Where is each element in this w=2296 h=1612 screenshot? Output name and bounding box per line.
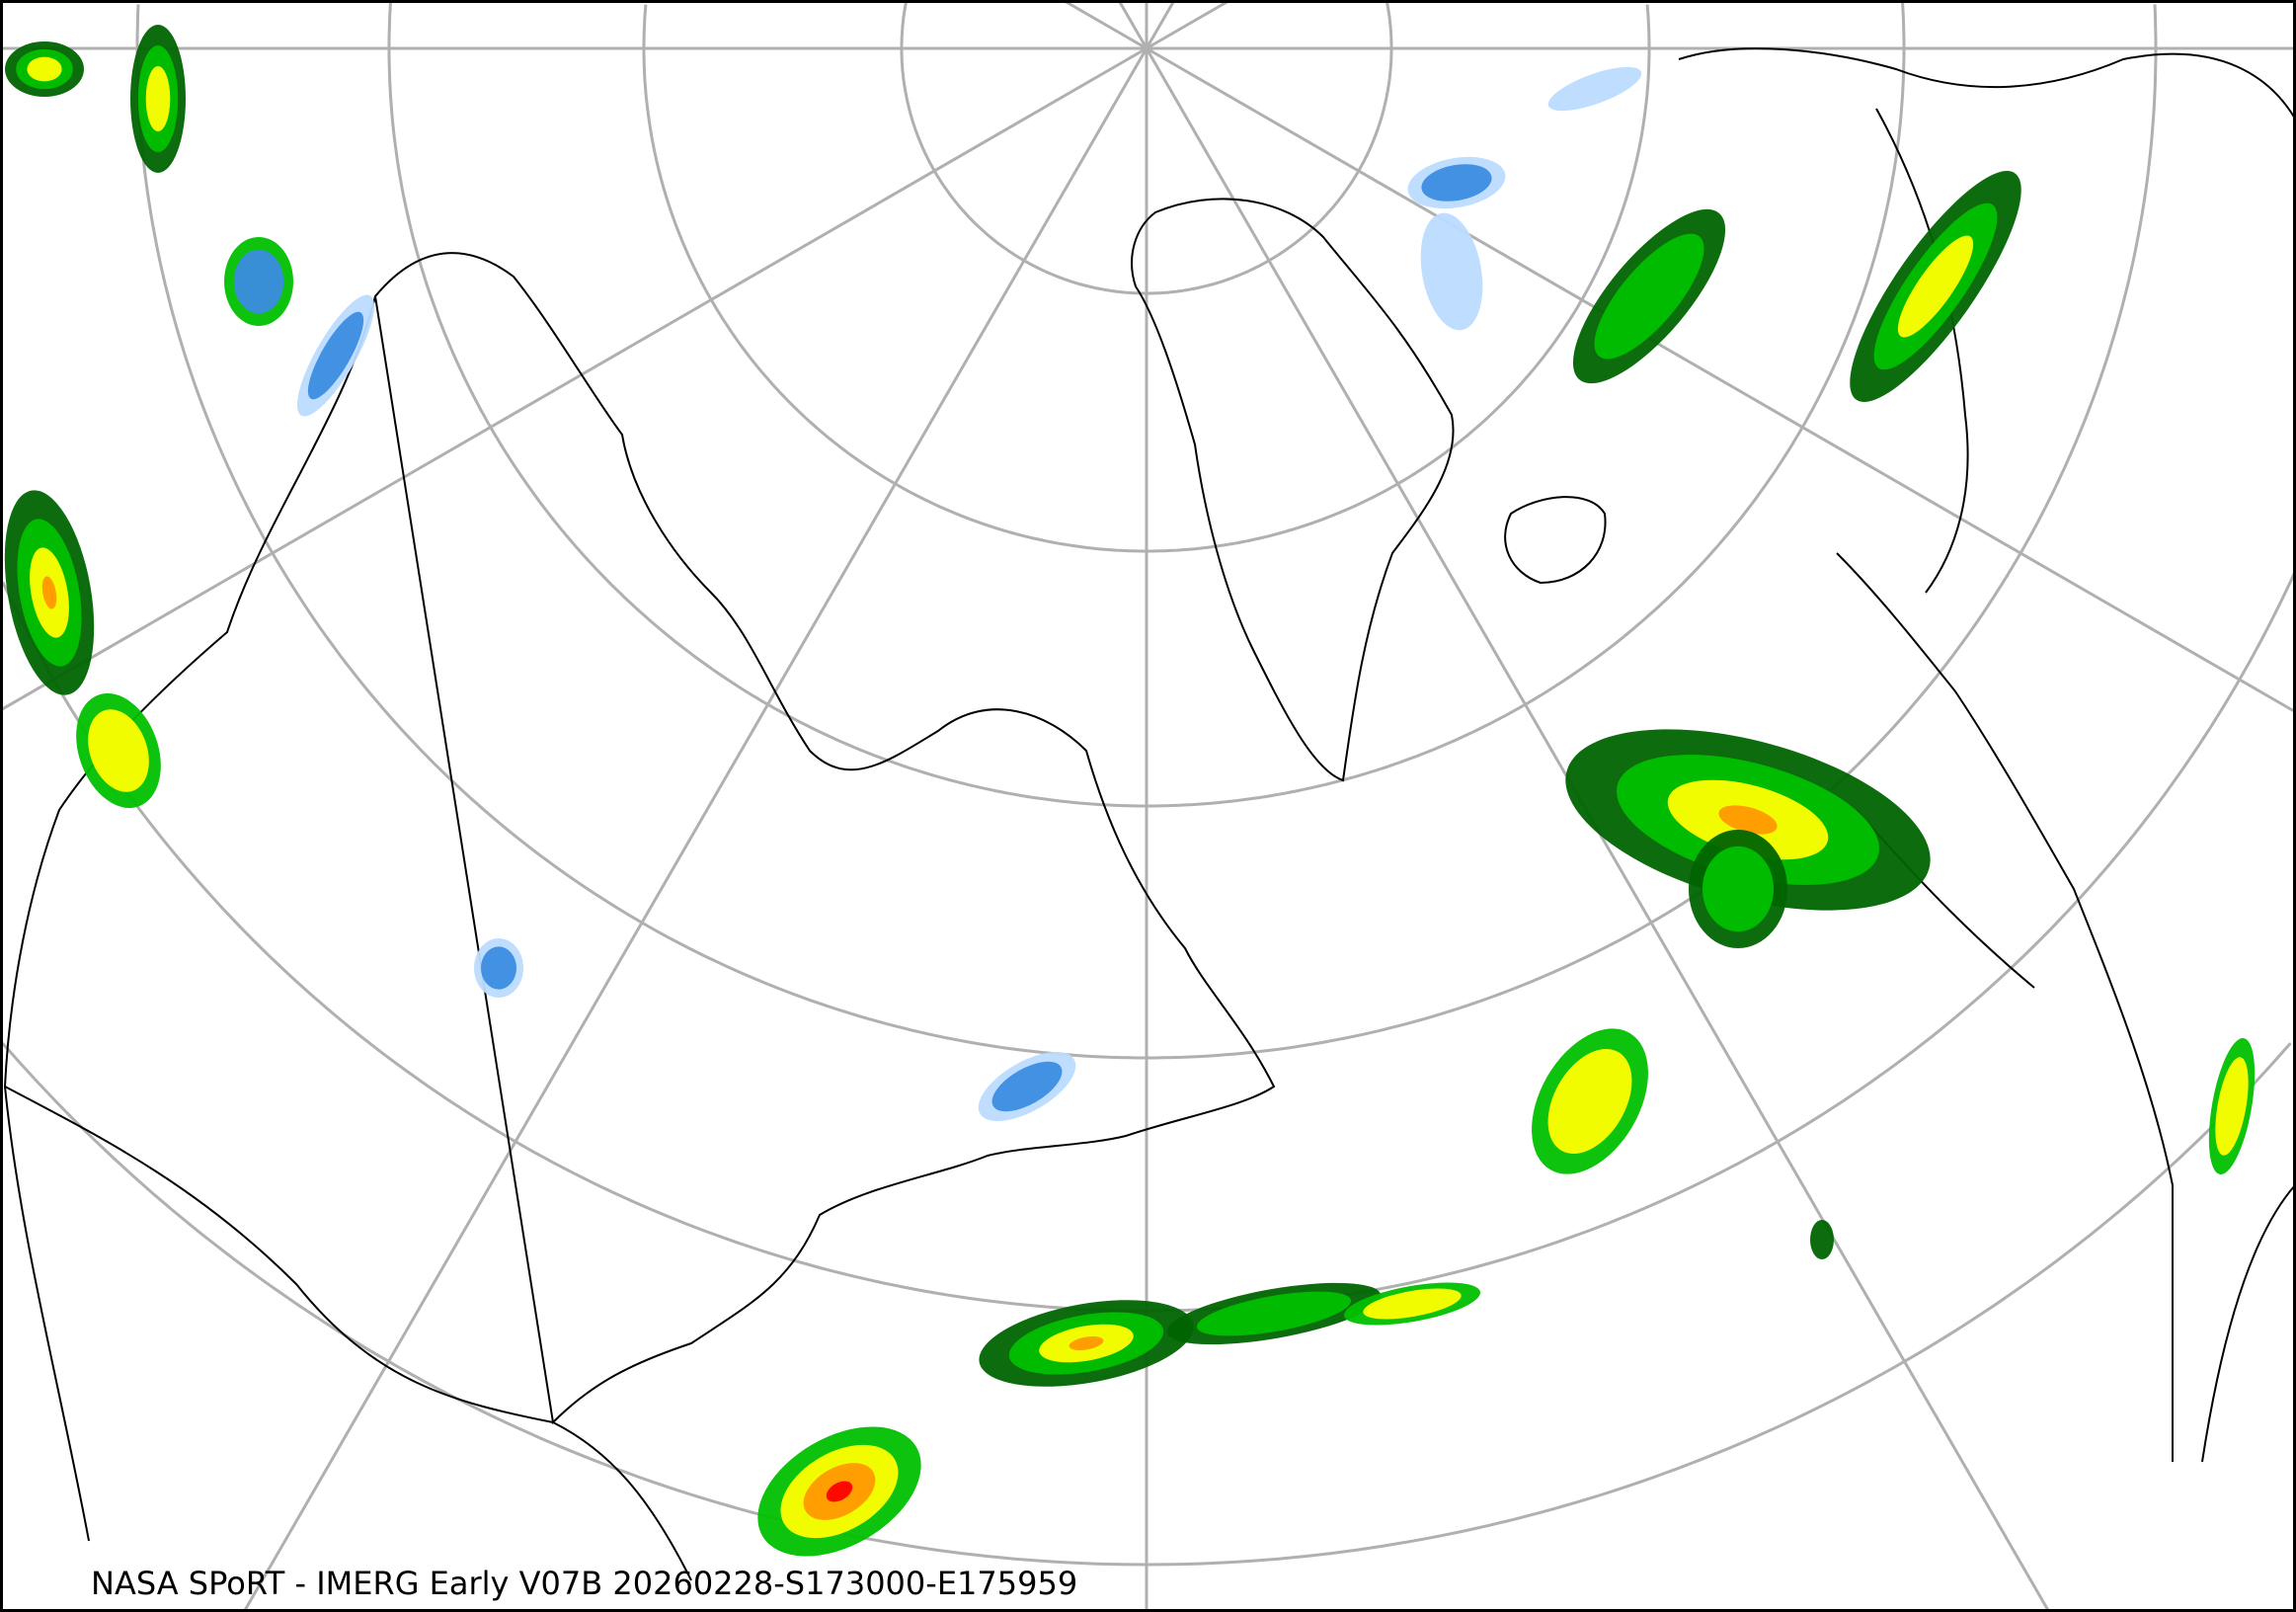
precip-cell: [1069, 1335, 1104, 1351]
precip-cell: [41, 576, 57, 609]
latitude-circle: [387, 2, 1906, 808]
meridian-line: [1118, 0, 1148, 49]
latitude-circle: [642, 4, 1651, 553]
precip-cell: [1421, 164, 1492, 202]
map-caption: NASA SPoRT - IMERG Early V07B 20260228-S…: [91, 1565, 1078, 1602]
precip-cell: [233, 249, 284, 314]
meridian-line: [1064, 0, 1148, 50]
precip-cell: [145, 66, 171, 131]
precip-cell: [1718, 805, 1778, 835]
latitude-circle: [900, 1, 1393, 295]
precipitation-areas: [4, 25, 2256, 1557]
meridian-line: [1146, 46, 2296, 713]
precip-cell: [88, 709, 149, 792]
precip-cell: [1420, 212, 1483, 331]
precip-cell: [826, 1481, 853, 1502]
meridian-line: [0, 46, 1148, 711]
precip-cell: [1897, 235, 1974, 338]
precip-cell: [27, 56, 62, 82]
latitude-circle: [1, 571, 2296, 1313]
meridian-line: [1145, 0, 1175, 49]
meridian-line: [1146, 0, 1229, 50]
precip-cell: [2215, 1057, 2249, 1156]
precip-cell: [1547, 1048, 1632, 1155]
precip-cell: [1702, 846, 1774, 932]
iceland-outline: [1504, 496, 1607, 585]
precip-cell: [307, 311, 364, 400]
meridian-line: [243, 47, 1148, 1612]
precip-cell: [1363, 1288, 1462, 1320]
precip-cell: [481, 946, 516, 990]
precip-cell: [1547, 66, 1642, 112]
greenland-outline: [1131, 198, 1455, 782]
precip-cell: [1810, 1220, 1834, 1259]
precip-cell: [991, 1061, 1063, 1112]
north-america-outline: [3, 252, 1276, 1581]
precip-cell: [1594, 233, 1704, 360]
coastlines: [3, 47, 2296, 1581]
precip-cell: [1196, 1291, 1352, 1336]
latitude-circle: [135, 4, 2158, 1060]
europe-outline: [1678, 47, 2296, 1463]
